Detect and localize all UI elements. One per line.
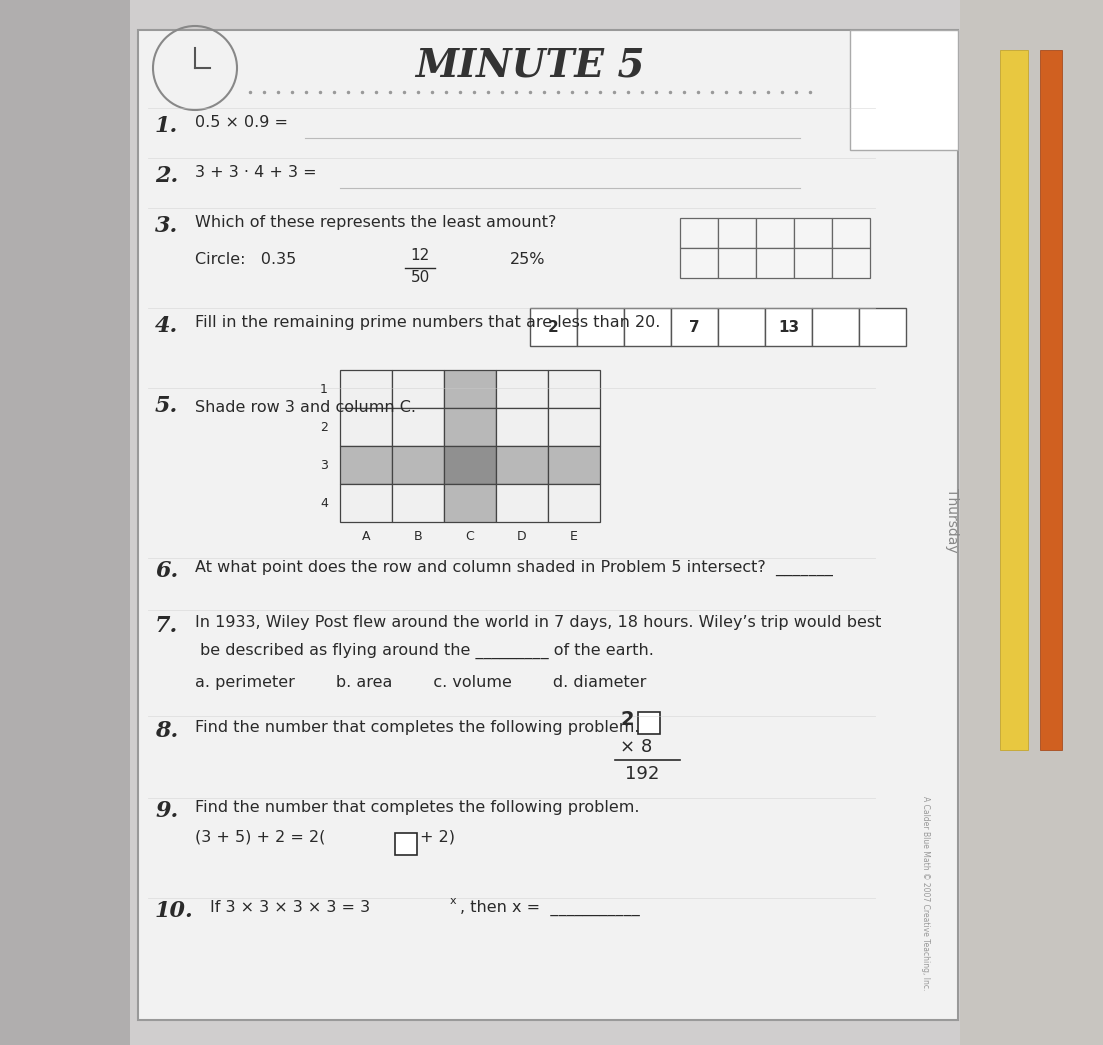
Text: 5.: 5. bbox=[156, 395, 179, 417]
Text: 9.: 9. bbox=[156, 800, 179, 822]
Bar bbox=[681, 218, 718, 248]
Text: 25%: 25% bbox=[510, 252, 546, 268]
Bar bbox=[340, 370, 392, 408]
Text: At what point does the row and column shaded in Problem 5 intersect?  _______: At what point does the row and column sh… bbox=[195, 560, 833, 576]
Text: 192: 192 bbox=[625, 765, 660, 783]
Text: 0.5 × 0.9 =: 0.5 × 0.9 = bbox=[195, 115, 288, 130]
Text: 2: 2 bbox=[320, 420, 328, 434]
Text: 50: 50 bbox=[410, 270, 430, 285]
Bar bbox=[548, 370, 600, 408]
Text: 2: 2 bbox=[548, 320, 559, 334]
Bar bbox=[638, 712, 660, 734]
Bar bbox=[794, 218, 832, 248]
Bar bbox=[832, 248, 870, 278]
Bar bbox=[812, 308, 859, 346]
Text: C: C bbox=[465, 530, 474, 543]
Bar bbox=[765, 308, 812, 346]
Bar bbox=[340, 484, 392, 522]
Text: 3: 3 bbox=[320, 459, 328, 471]
Bar bbox=[445, 446, 496, 484]
Text: Find the number that completes the following problem.: Find the number that completes the follo… bbox=[195, 720, 640, 735]
Text: Shade row 3 and column C.: Shade row 3 and column C. bbox=[195, 400, 416, 415]
Bar bbox=[392, 484, 445, 522]
Text: 6.: 6. bbox=[156, 560, 179, 582]
Text: Fill in the remaining prime numbers that are less than 20.: Fill in the remaining prime numbers that… bbox=[195, 315, 661, 330]
Text: 4: 4 bbox=[320, 496, 328, 510]
Bar bbox=[548, 408, 600, 446]
Bar bbox=[392, 370, 445, 408]
Text: 3 + 3 · 4 + 3 =: 3 + 3 · 4 + 3 = bbox=[195, 165, 317, 180]
Text: D: D bbox=[517, 530, 527, 543]
Bar bbox=[577, 308, 624, 346]
Bar bbox=[794, 248, 832, 278]
Bar bbox=[496, 370, 548, 408]
Text: Thursday: Thursday bbox=[945, 488, 959, 553]
Bar bbox=[832, 218, 870, 248]
Bar bbox=[392, 408, 445, 446]
Bar bbox=[1000, 50, 1028, 750]
Bar bbox=[859, 308, 906, 346]
Bar bbox=[756, 248, 794, 278]
Text: 12: 12 bbox=[410, 248, 430, 263]
Text: A: A bbox=[362, 530, 371, 543]
Bar bbox=[496, 408, 548, 446]
Text: B: B bbox=[414, 530, 422, 543]
Text: In 1933, Wiley Post flew around the world in 7 days, 18 hours. Wiley’s trip woul: In 1933, Wiley Post flew around the worl… bbox=[195, 616, 881, 630]
Text: 2.: 2. bbox=[156, 165, 179, 187]
Bar bbox=[395, 833, 417, 855]
Bar bbox=[445, 408, 496, 446]
Text: 7: 7 bbox=[689, 320, 699, 334]
Text: (3 + 5) + 2 = 2(: (3 + 5) + 2 = 2( bbox=[195, 830, 325, 845]
Bar bbox=[624, 308, 671, 346]
Bar bbox=[671, 308, 718, 346]
Bar bbox=[548, 484, 600, 522]
Bar bbox=[340, 446, 392, 484]
Text: 13: 13 bbox=[778, 320, 799, 334]
Bar bbox=[445, 484, 496, 522]
Text: 1: 1 bbox=[320, 382, 328, 395]
Text: 10.: 10. bbox=[156, 900, 194, 922]
Text: × 8: × 8 bbox=[620, 738, 652, 756]
Text: 7.: 7. bbox=[156, 616, 179, 637]
Bar bbox=[718, 218, 756, 248]
Text: be described as flying around the _________ of the earth.: be described as flying around the ______… bbox=[200, 643, 654, 659]
Text: 3.: 3. bbox=[156, 215, 179, 237]
Bar bbox=[960, 0, 1103, 1045]
Bar bbox=[548, 446, 600, 484]
Bar bbox=[718, 248, 756, 278]
Text: 1.: 1. bbox=[156, 115, 179, 137]
Bar bbox=[340, 408, 392, 446]
Text: Which of these represents the least amount?: Which of these represents the least amou… bbox=[195, 215, 556, 230]
Text: Find the number that completes the following problem.: Find the number that completes the follo… bbox=[195, 800, 640, 815]
Bar bbox=[756, 218, 794, 248]
Text: If 3 × 3 × 3 × 3 = 3: If 3 × 3 × 3 × 3 = 3 bbox=[210, 900, 371, 915]
Bar bbox=[718, 308, 765, 346]
Bar bbox=[531, 308, 577, 346]
Text: 4.: 4. bbox=[156, 315, 179, 336]
Bar bbox=[496, 446, 548, 484]
Text: , then x =  ___________: , then x = ___________ bbox=[460, 900, 640, 916]
Text: 8.: 8. bbox=[156, 720, 179, 742]
Bar bbox=[850, 30, 959, 150]
Text: + 2): + 2) bbox=[420, 830, 456, 845]
Bar bbox=[496, 484, 548, 522]
Text: Circle:   0.35: Circle: 0.35 bbox=[195, 252, 297, 268]
Bar bbox=[0, 0, 130, 1045]
Text: E: E bbox=[570, 530, 578, 543]
Bar bbox=[392, 446, 445, 484]
Text: a. perimeter        b. area        c. volume        d. diameter: a. perimeter b. area c. volume d. diamet… bbox=[195, 675, 646, 690]
Text: 2: 2 bbox=[620, 710, 633, 729]
Bar bbox=[138, 30, 959, 1020]
Bar bbox=[681, 248, 718, 278]
Bar bbox=[445, 370, 496, 408]
Text: MINUTE 5: MINUTE 5 bbox=[415, 46, 645, 84]
Text: x: x bbox=[450, 896, 457, 906]
Text: A Calder Blue Math © 2007 Creative Teaching, Inc.: A Calder Blue Math © 2007 Creative Teach… bbox=[921, 795, 930, 990]
Bar bbox=[1040, 50, 1062, 750]
